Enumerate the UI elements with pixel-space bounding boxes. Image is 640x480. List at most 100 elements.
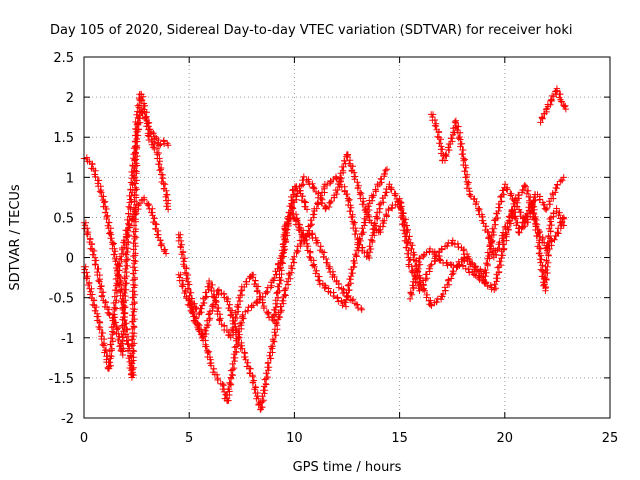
data-point-segment <box>290 237 305 260</box>
series-track-j <box>428 111 567 294</box>
data-point-segment <box>297 190 309 210</box>
data-point-segment <box>214 375 226 388</box>
data-point <box>562 105 570 113</box>
data-point-segment <box>80 219 94 243</box>
data-point-segment <box>460 246 476 268</box>
x-tick-label: 25 <box>602 431 619 446</box>
data-point-segment <box>257 360 273 413</box>
data-point-segment <box>491 241 508 293</box>
data-point-segment <box>158 174 170 194</box>
data-point-segment <box>136 91 149 110</box>
data-point-segment <box>343 190 361 243</box>
data-point-segment <box>478 213 491 235</box>
data-point <box>303 206 311 213</box>
data-point-segment <box>215 286 228 301</box>
data-point-segment <box>553 85 564 103</box>
plot-frame <box>83 56 611 419</box>
series-track-k <box>537 85 570 126</box>
y-tick-label: 0 <box>66 252 74 267</box>
data-point-segment <box>301 207 318 246</box>
data-point-segment <box>334 294 347 309</box>
data-point-segment <box>322 192 338 213</box>
data-point-segment <box>227 337 241 381</box>
data-point-segment <box>227 287 246 341</box>
grid-lines <box>83 56 611 419</box>
data-point-segment <box>199 311 214 340</box>
data-point-segment <box>291 215 308 244</box>
data-point-segment <box>452 117 467 154</box>
data-point-segment <box>155 138 167 149</box>
data-point-segment <box>147 130 159 140</box>
x-tick-label: 5 <box>185 431 193 446</box>
data-point-segment <box>449 237 465 251</box>
data-point-segment <box>406 255 424 303</box>
data-point-segment <box>544 96 555 108</box>
data-point-segment <box>143 117 155 136</box>
x-axis-label: GPS time / hours <box>293 460 402 475</box>
data-point-segment <box>130 109 145 156</box>
series-track-b <box>80 104 172 359</box>
data-point-segment <box>490 241 503 261</box>
data-point-segment <box>282 256 298 294</box>
data-point-segment <box>428 111 440 130</box>
data-point-segment <box>375 207 392 236</box>
data-point-segment <box>92 261 107 299</box>
x-tick-label: 15 <box>391 431 408 446</box>
data-point <box>164 206 172 213</box>
data-point-segment <box>491 184 508 228</box>
data-point-segment <box>92 173 107 200</box>
data-point-segment <box>88 295 104 331</box>
y-tick-label: 1.5 <box>53 131 74 146</box>
data-point-segment <box>534 239 549 292</box>
data-point-segment <box>448 261 463 270</box>
data-point-segment <box>316 277 329 292</box>
data-point-segment <box>269 280 283 325</box>
data-point-segment <box>175 271 190 300</box>
data-point-segment <box>205 277 224 323</box>
data-point-segment <box>308 230 322 247</box>
data-points <box>80 85 570 413</box>
data-point-segment <box>472 198 485 218</box>
data-point-segment <box>311 183 328 212</box>
series-track-c <box>80 194 170 372</box>
y-tick-label: -0.5 <box>49 292 74 307</box>
data-point-segment <box>470 270 486 285</box>
data-point-segment <box>307 254 323 284</box>
data-point-segment <box>348 297 365 312</box>
data-point <box>560 174 567 181</box>
data-point-segment <box>269 249 287 284</box>
series-track-i <box>406 174 567 303</box>
data-point-segment <box>558 98 569 110</box>
data-point-segment <box>366 182 382 204</box>
data-point-segment <box>122 211 137 238</box>
data-point-segment <box>354 182 372 219</box>
data-point-segment <box>459 262 476 276</box>
data-point-segment <box>466 191 478 203</box>
data-point-segment <box>528 197 543 244</box>
data-point-segment <box>501 181 519 203</box>
data-point-segment <box>376 183 393 212</box>
y-tick-label: 1 <box>66 171 74 186</box>
data-point-segment <box>290 176 307 206</box>
y-tick-label: -1.5 <box>49 372 74 387</box>
data-point-segment <box>264 320 281 366</box>
data-point-segment <box>202 343 214 363</box>
data-point-segment <box>541 215 555 294</box>
data-point-segment <box>438 271 456 300</box>
data-point-segment <box>341 264 357 310</box>
data-point <box>560 222 567 229</box>
data-point-segment <box>181 263 193 292</box>
y-tick-label: 0.5 <box>53 211 74 226</box>
x-tick-label: 20 <box>497 431 514 446</box>
data-point-segment <box>154 149 166 179</box>
x-tick-label: 10 <box>286 431 303 446</box>
data-point-segment <box>206 359 221 378</box>
data-point-segment <box>224 375 235 404</box>
data-point <box>164 142 172 149</box>
data-point-segment <box>276 223 290 284</box>
data-point-segment <box>396 197 414 268</box>
data-point-segment <box>273 287 289 327</box>
data-point-segment <box>80 263 96 298</box>
data-point-segment <box>103 213 115 238</box>
data-point-segment <box>241 349 256 379</box>
